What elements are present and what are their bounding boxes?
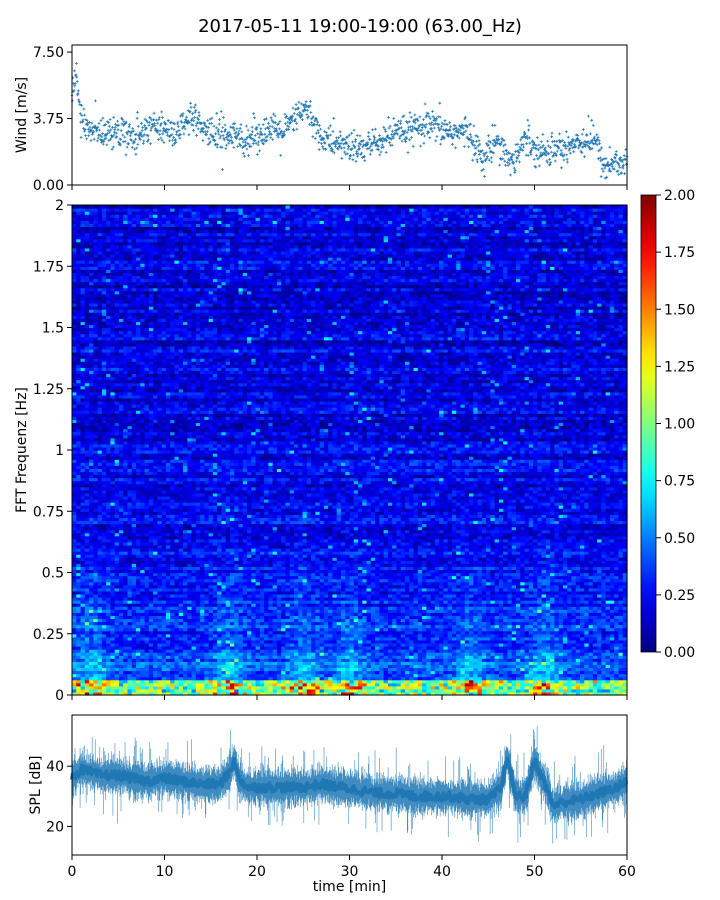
spectrogram-cells xyxy=(72,205,628,696)
wind-markers xyxy=(71,62,629,180)
wind-ytick-label: 7.50 xyxy=(33,45,64,61)
wind-panel-frame xyxy=(72,45,627,185)
spectrogram-cell xyxy=(123,205,128,209)
spectrogram-cell xyxy=(149,205,154,209)
wind-ylabel: Wind [m/s] xyxy=(14,77,30,153)
spectrogram-cell xyxy=(145,205,150,209)
spectrogram-cell xyxy=(115,205,120,209)
spectrogram-cell xyxy=(140,205,145,209)
wind-ytick-label: 3.75 xyxy=(33,112,64,128)
spectrogram-cell xyxy=(179,205,184,209)
wind-scatter-points xyxy=(71,62,629,180)
spectrogram-cell xyxy=(93,205,98,209)
spectrogram-cell xyxy=(157,205,162,209)
spectrogram-cell xyxy=(192,205,197,209)
spectrogram-cell xyxy=(174,205,179,209)
wind-ytick-label: 0.00 xyxy=(33,178,64,194)
spectrogram-cell xyxy=(187,205,192,209)
spectrogram-cell xyxy=(153,205,158,209)
spectrogram-cell xyxy=(102,205,107,209)
spectrogram-cell xyxy=(170,205,175,209)
spectrogram-cell xyxy=(76,205,81,209)
spectrogram-cell xyxy=(132,205,137,209)
wind-panel: 0.00 3.75 7.50 Wind [m/s] xyxy=(14,45,628,194)
spectrogram-cell xyxy=(85,205,90,209)
spectrogram-cell xyxy=(110,205,115,209)
spectrogram-cell xyxy=(162,205,167,209)
spectrogram-cell xyxy=(196,205,201,209)
spectrogram-cell xyxy=(200,205,205,209)
spectrogram-cell xyxy=(81,205,86,209)
spectrogram-cell xyxy=(183,205,188,209)
spectrogram-cell xyxy=(166,205,171,209)
spectrogram-cell xyxy=(89,205,94,209)
spectrogram-cell xyxy=(119,205,124,209)
spectrogram-cell xyxy=(98,205,103,209)
spectrogram-cell xyxy=(128,205,133,209)
spectrogram-cell xyxy=(72,205,77,209)
figure-title: 2017-05-11 19:00-19:00 (63.00_Hz) xyxy=(198,16,522,37)
spectrogram-cell xyxy=(106,205,111,209)
spectrogram-cell xyxy=(136,205,141,209)
